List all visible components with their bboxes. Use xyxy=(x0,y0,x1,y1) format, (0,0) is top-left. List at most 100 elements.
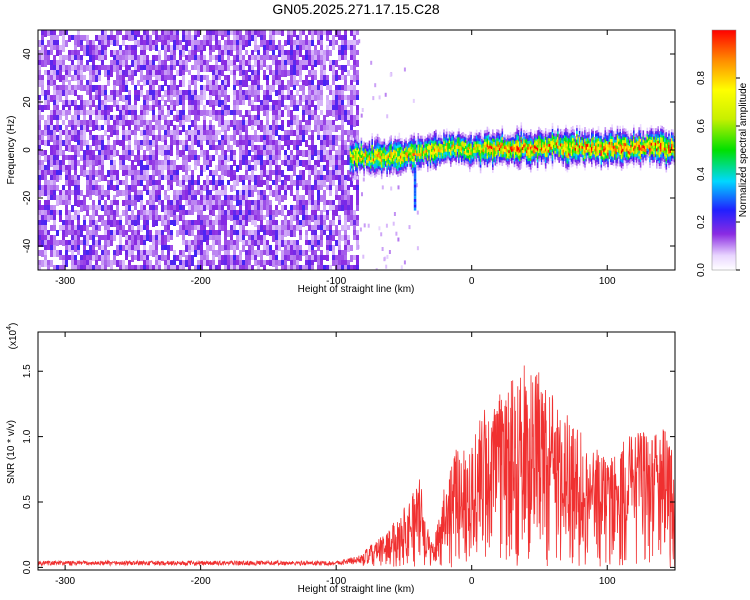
heatmap-cell xyxy=(433,139,436,143)
heatmap-cell xyxy=(221,260,224,265)
heatmap-cell xyxy=(41,35,44,41)
heatmap-cell xyxy=(116,135,119,140)
heatmap-cell xyxy=(212,200,215,206)
heatmap-cell xyxy=(410,166,413,170)
heatmap-cell xyxy=(317,195,320,200)
heatmap-cell xyxy=(74,35,77,42)
heatmap-cell xyxy=(427,168,429,173)
heatmap-cell xyxy=(146,215,149,222)
heatmap-cell xyxy=(320,145,323,152)
heatmap-cell xyxy=(158,175,161,180)
heatmap-cell xyxy=(203,160,206,165)
heatmap-cell xyxy=(350,205,353,211)
heatmap-cell xyxy=(53,170,56,177)
heatmap-cell xyxy=(98,75,101,81)
heatmap-cell xyxy=(224,230,227,237)
heatmap-cell xyxy=(463,147,466,151)
heatmap-cell xyxy=(335,105,338,112)
heatmap-cell xyxy=(113,210,116,215)
heatmap-cell xyxy=(110,105,113,112)
heatmap-cell xyxy=(428,152,430,156)
heatmap-cell xyxy=(98,190,101,195)
heatmap-cell xyxy=(113,125,116,130)
heatmap-cell xyxy=(83,140,86,146)
heatmap-cell xyxy=(77,135,80,142)
heatmap-cell xyxy=(179,180,182,187)
heatmap-cell xyxy=(143,140,146,146)
heatmap-cell xyxy=(418,155,421,159)
heatmap-cell xyxy=(464,134,467,138)
heatmap-cell xyxy=(454,146,456,150)
heatmap-cell xyxy=(433,148,436,152)
heatmap-cell xyxy=(116,50,119,56)
heatmap-cell xyxy=(170,95,173,102)
heatmap-cell xyxy=(451,156,453,160)
heatmap-cell xyxy=(50,125,53,132)
heatmap-cell xyxy=(349,156,352,161)
heatmap-cell xyxy=(107,220,110,227)
heatmap-cell xyxy=(278,195,281,202)
heatmap-cell xyxy=(459,157,462,161)
heatmap-cell xyxy=(257,125,260,130)
heatmap-cell xyxy=(230,195,233,202)
heatmap-cell xyxy=(167,265,170,270)
heatmap-cell xyxy=(86,50,89,56)
heatmap-cell xyxy=(116,65,119,72)
heatmap-cell xyxy=(110,185,113,190)
heatmap-cell xyxy=(417,153,420,157)
heatmap-cell xyxy=(410,143,413,147)
heatmap-cell xyxy=(158,265,161,270)
heatmap-cell xyxy=(450,134,452,139)
heatmap-cell xyxy=(431,134,433,138)
heatmap-cell xyxy=(278,65,281,72)
heatmap-cell xyxy=(248,135,251,142)
heatmap-cell xyxy=(218,45,221,51)
heatmap-cell xyxy=(360,146,363,150)
heatmap-cell xyxy=(429,144,432,149)
heatmap-cell xyxy=(296,80,299,86)
heatmap-cell xyxy=(167,145,170,151)
heatmap-cell xyxy=(257,245,260,252)
heatmap-cell xyxy=(176,125,179,132)
heatmap-cell xyxy=(200,85,203,91)
heatmap-cell xyxy=(341,45,344,51)
heatmap-cell xyxy=(155,150,158,155)
heatmap-cell xyxy=(53,90,56,96)
heatmap-cell xyxy=(65,30,68,35)
heatmap-cell xyxy=(308,60,311,66)
heatmap-cell xyxy=(382,167,384,171)
heatmap-cell xyxy=(62,65,65,72)
heatmap-cell xyxy=(188,260,191,266)
heatmap-cell xyxy=(47,185,50,192)
heatmap-cell xyxy=(149,125,152,130)
heatmap-cell xyxy=(347,160,350,165)
heatmap-cell xyxy=(356,138,359,142)
heatmap-cell xyxy=(77,105,80,111)
heatmap-cell xyxy=(257,50,260,56)
heatmap-cell xyxy=(167,160,170,165)
heatmap-cell xyxy=(170,60,173,65)
heatmap-cell xyxy=(71,255,74,260)
heatmap-cell xyxy=(299,130,302,135)
heatmap-cell xyxy=(450,160,452,164)
heatmap-cell xyxy=(215,130,218,136)
heatmap-cell xyxy=(44,30,47,37)
heatmap-cell xyxy=(224,220,227,226)
heatmap-cell xyxy=(83,205,86,211)
heatmap-cell xyxy=(332,245,335,250)
heatmap-cell xyxy=(437,146,440,150)
heatmap-cell xyxy=(323,165,326,171)
heatmap-cell xyxy=(197,70,200,76)
heatmap-cell xyxy=(344,75,347,82)
heatmap-cell xyxy=(414,143,417,147)
heatmap-cell xyxy=(146,220,149,225)
heatmap-cell xyxy=(275,115,278,122)
heatmap-cell xyxy=(412,170,414,174)
heatmap-cell xyxy=(80,155,83,161)
heatmap-cell xyxy=(86,225,89,231)
heatmap-cell xyxy=(71,235,74,242)
heatmap-cell xyxy=(92,240,95,246)
heatmap-cell xyxy=(65,210,68,216)
heatmap-cell xyxy=(71,135,74,141)
heatmap-cell xyxy=(242,75,245,81)
